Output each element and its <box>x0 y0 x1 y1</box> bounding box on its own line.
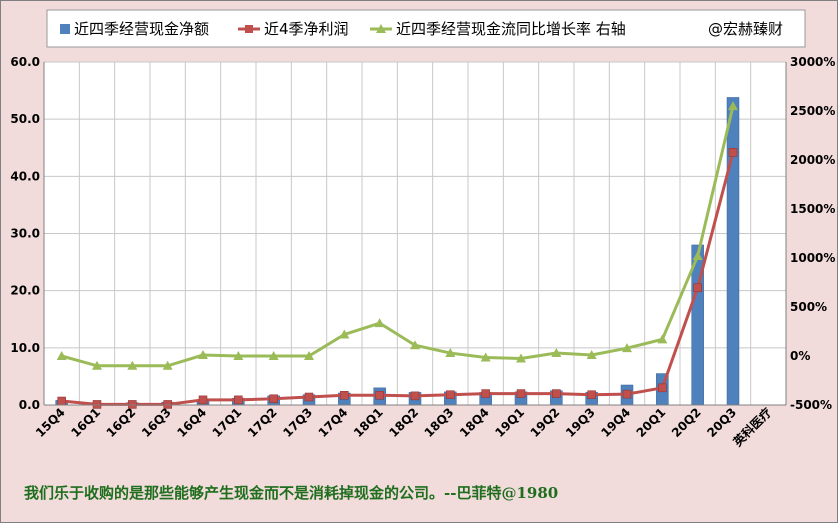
x-tick-label: 16Q2 <box>104 405 139 440</box>
x-tick-label: 16Q1 <box>68 405 103 440</box>
point-18Q1 <box>375 391 384 400</box>
x-tick-label: 19Q4 <box>598 405 633 440</box>
point-18Q3 <box>446 390 455 399</box>
series-line <box>61 105 735 368</box>
y-right-tick-label: 2000% <box>790 153 835 167</box>
y-right-tick-label: 1000% <box>790 251 835 265</box>
y-left-tick-label: 10.0 <box>10 341 40 355</box>
y-left-tick-label: 20.0 <box>10 284 40 298</box>
y-left-tick-label: 30.0 <box>10 227 40 241</box>
point-16Q4 <box>198 395 208 405</box>
x-tick-label: 17Q3 <box>280 405 315 440</box>
y-right-tick-label: -500% <box>790 398 832 412</box>
point-16Q1 <box>92 360 102 370</box>
x-tick-label: 17Q4 <box>316 405 351 440</box>
point-19Q4 <box>622 343 632 353</box>
series-line <box>61 151 735 406</box>
legend-marker <box>245 25 253 33</box>
x-tick-label: 16Q3 <box>139 405 174 440</box>
point-20Q3 <box>728 101 738 111</box>
y-left-tick-label: 40.0 <box>10 169 40 183</box>
point-18Q1 <box>374 318 385 328</box>
point-19Q3 <box>586 350 597 360</box>
x-tick-label: 20Q1 <box>634 405 669 440</box>
x-tick-label: 19Q2 <box>528 405 563 440</box>
y-right-tick-label: 1500% <box>790 202 835 216</box>
point-18Q2 <box>410 391 420 401</box>
bar-20Q3 <box>726 97 740 406</box>
gridlines <box>43 61 787 406</box>
point-16Q1 <box>92 400 102 409</box>
point-20Q2 <box>693 283 702 293</box>
point-18Q3 <box>445 348 456 358</box>
point-17Q3 <box>304 351 314 360</box>
x-tick-label: 18Q2 <box>386 405 421 440</box>
y-right-tick-label: 0% <box>790 349 810 363</box>
point-17Q2 <box>268 351 279 360</box>
point-19Q2 <box>551 348 562 358</box>
legend-box <box>46 9 806 48</box>
y-right-tick-label: 2500% <box>790 104 835 118</box>
point-17Q4 <box>339 329 350 339</box>
legend-label: 近四季经营现金流同比增长率 右轴 <box>396 20 626 38</box>
point-19Q3 <box>587 390 596 399</box>
point-19Q1 <box>516 353 526 363</box>
point-17Q3 <box>304 392 314 402</box>
y-right-tick-label: 3000% <box>790 55 835 69</box>
point-19Q1 <box>516 389 526 398</box>
y-left-tick-label: 50.0 <box>10 112 40 126</box>
x-tick-label: 17Q2 <box>245 405 280 440</box>
point-16Q4 <box>198 350 208 360</box>
legend-label: 近4季净利润 <box>264 20 349 38</box>
watermark-label: @宏赫臻财 <box>708 20 783 38</box>
x-tick-label: 英科医疗 <box>730 405 775 450</box>
point-19Q4 <box>622 389 632 399</box>
legend: 近四季经营现金净额 近4季净利润 近四季经营现金流同比增长率 右轴 @宏赫臻财 <box>46 9 806 48</box>
point-20Q1 <box>657 334 668 344</box>
x-tick-label: 18Q1 <box>351 405 386 440</box>
point-20Q3 <box>728 148 738 157</box>
y-left-tick-label: 60.0 <box>10 55 40 69</box>
point-18Q4 <box>480 352 491 362</box>
x-tick-label: 19Q3 <box>563 405 598 440</box>
y-right-tick-label: 500% <box>790 300 827 314</box>
legend-swatch <box>60 24 70 34</box>
point-17Q2 <box>269 394 278 403</box>
line-series <box>56 101 738 409</box>
point-17Q1 <box>233 351 244 360</box>
legend-label: 近四季经营现金净额 <box>74 20 209 38</box>
point-17Q4 <box>340 391 349 400</box>
point-16Q2 <box>128 400 137 409</box>
x-tick-label: 19Q1 <box>492 405 527 440</box>
point-16Q2 <box>127 360 138 370</box>
x-tick-label: 18Q3 <box>422 405 457 440</box>
point-19Q2 <box>552 389 561 398</box>
point-16Q3 <box>163 400 172 409</box>
x-tick-label: 18Q4 <box>457 405 492 440</box>
point-17Q1 <box>234 395 243 405</box>
y-left-tick-label: 0.0 <box>19 398 40 412</box>
x-tick-label: 17Q1 <box>210 405 245 440</box>
quote-text: 我们乐于收购的是那些能够产生现金而不是消耗掉现金的公司。--巴菲特@1980 <box>24 484 558 502</box>
x-tick-label: 16Q4 <box>174 405 209 440</box>
point-18Q2 <box>410 340 420 350</box>
legend-marker <box>376 24 386 33</box>
point-20Q2 <box>692 251 703 261</box>
x-tick-label: 20Q2 <box>669 405 704 440</box>
point-15Q4 <box>57 396 66 406</box>
point-15Q4 <box>56 351 67 360</box>
point-16Q3 <box>162 360 173 370</box>
point-20Q1 <box>658 383 667 393</box>
point-18Q4 <box>481 389 490 398</box>
